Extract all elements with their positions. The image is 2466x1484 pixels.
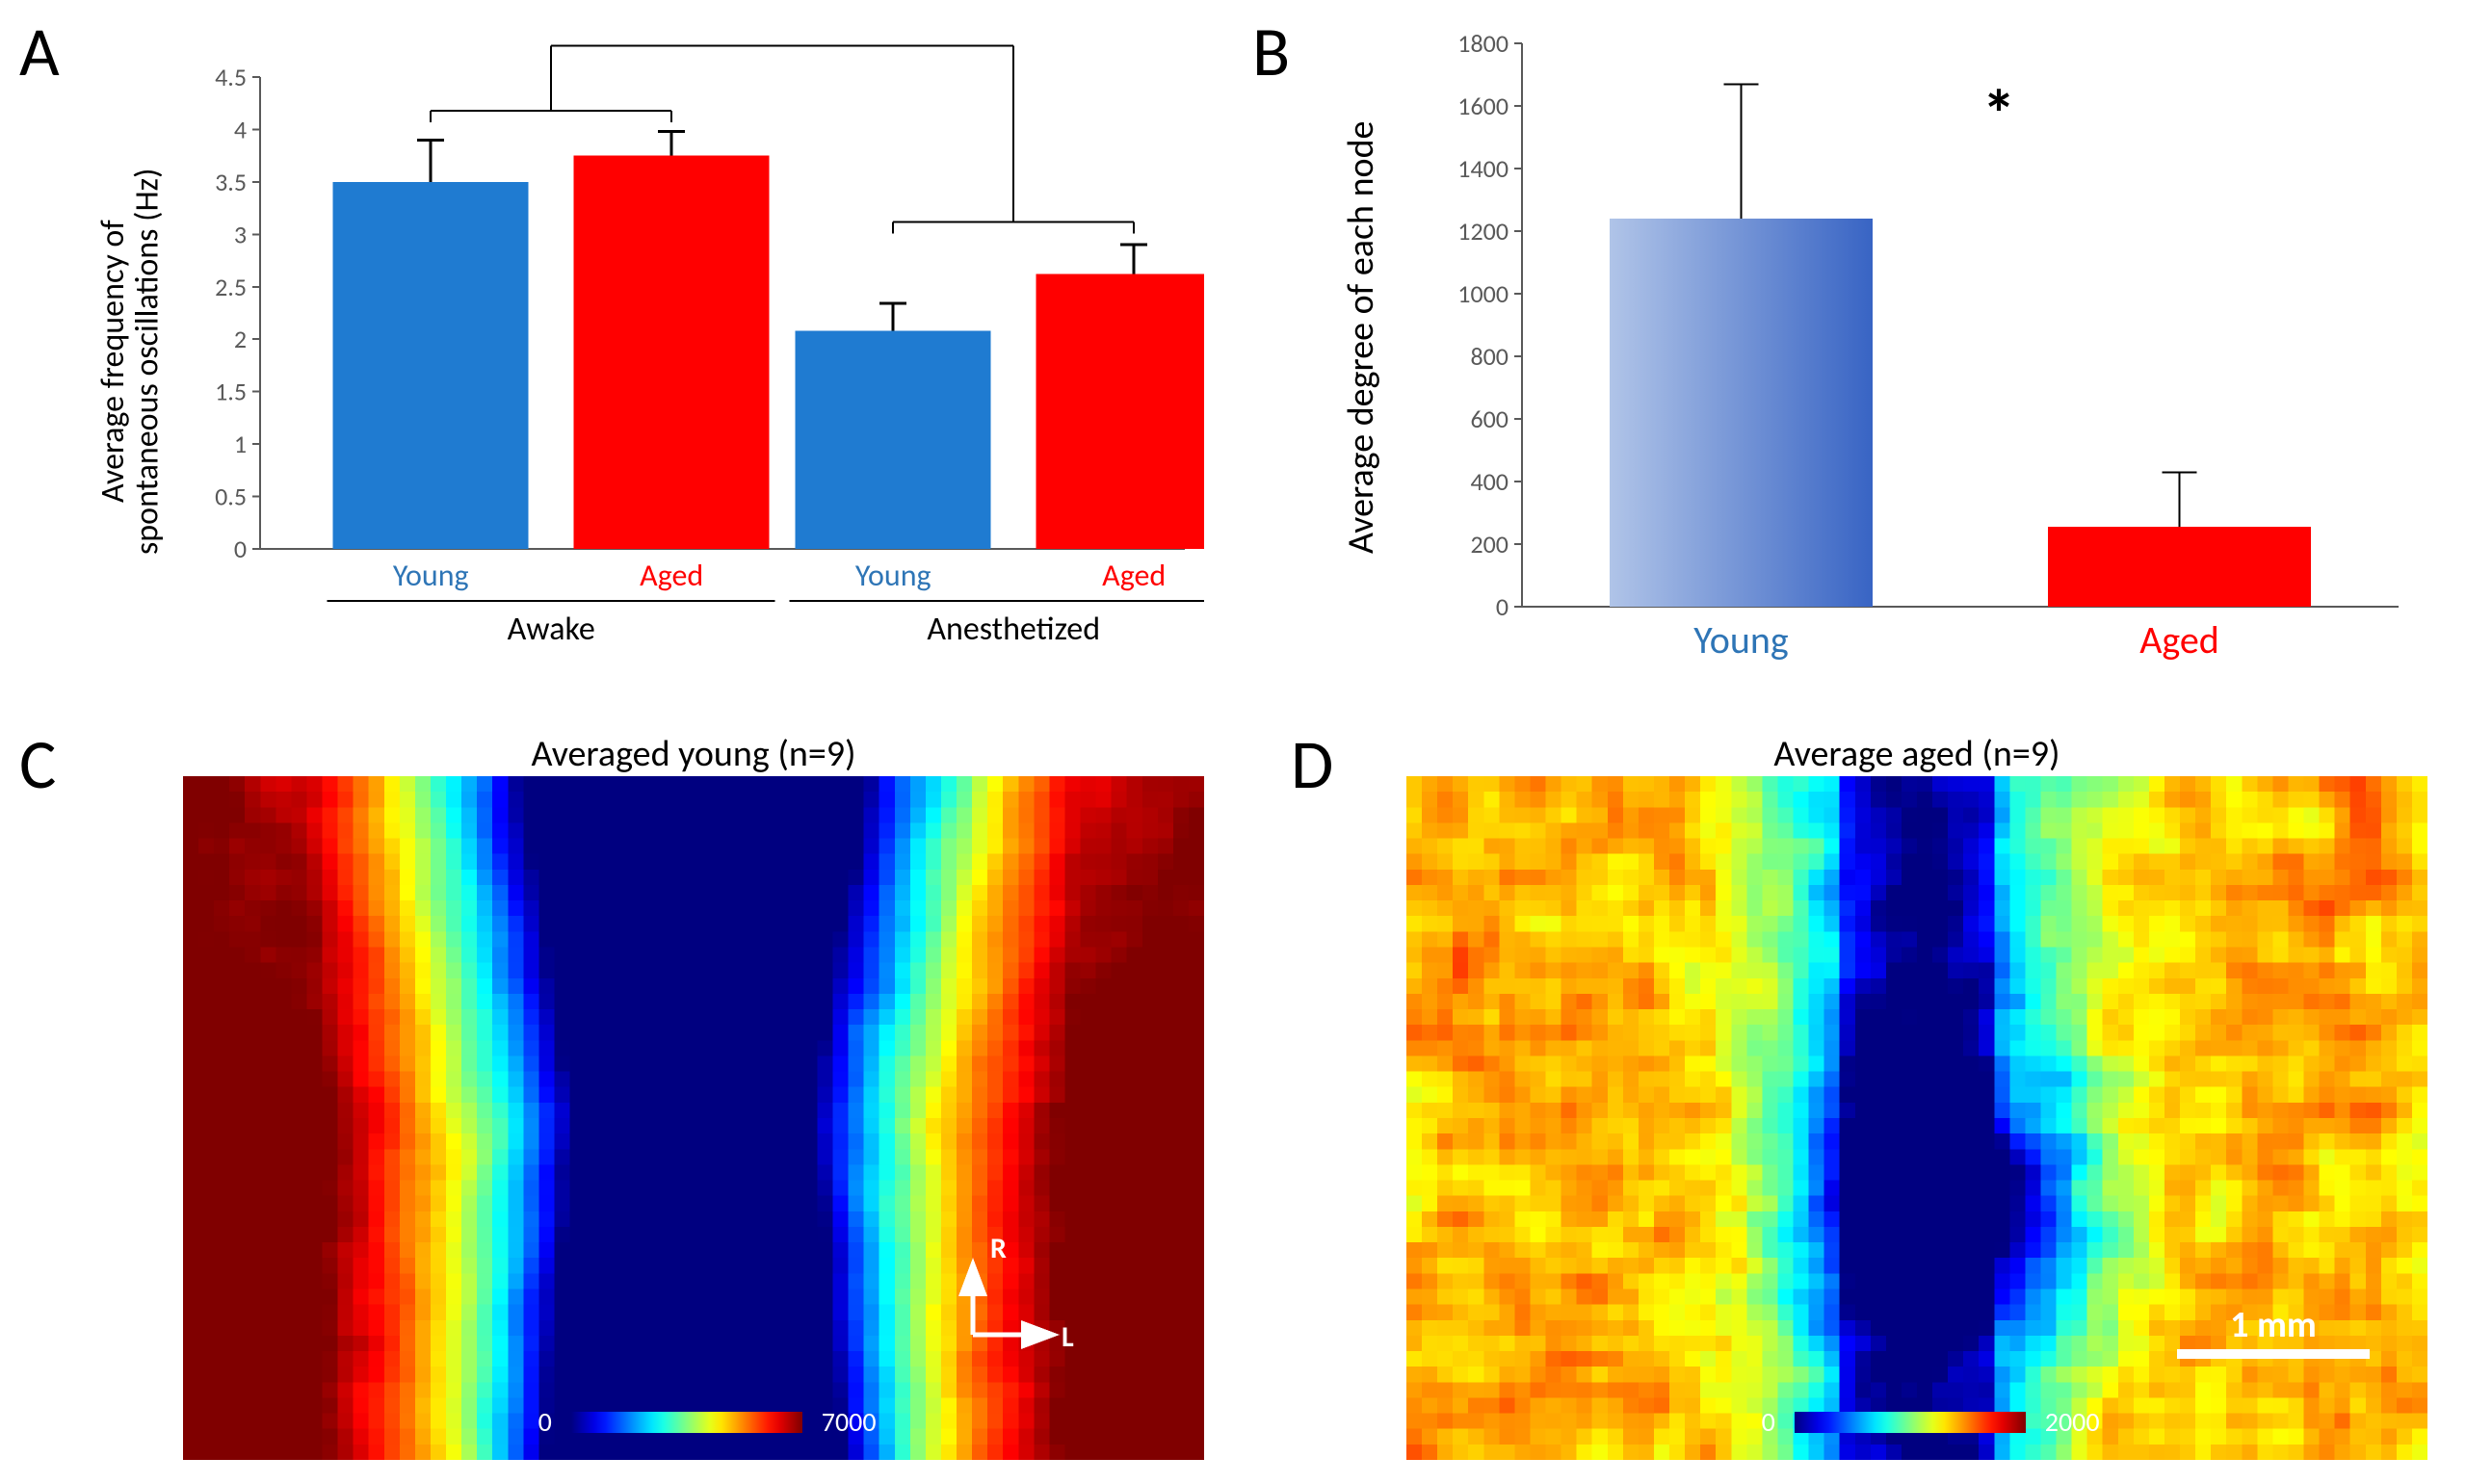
svg-text:0: 0 — [234, 534, 247, 564]
panel-d-title: Average aged (n=9) — [1406, 732, 2427, 776]
svg-text:Young: Young — [393, 557, 469, 594]
panel-c-heatmap: 0 7000 R L — [183, 776, 1204, 1460]
panel-b-yaxis-title: Average degree of each node — [1339, 87, 1383, 587]
svg-text:4: 4 — [234, 114, 247, 144]
svg-text:3.5: 3.5 — [215, 167, 247, 197]
panel-a-yaxis-title-text: Average frequency ofspontaneous oscillat… — [93, 168, 168, 554]
panel-b-chart: Average degree of each node 020040060080… — [1349, 19, 2427, 693]
panel-label-b: B — [1252, 10, 1290, 94]
colorbar — [1795, 1412, 2026, 1433]
panel-a-chart: Average frequency ofspontaneous oscillat… — [106, 29, 1194, 703]
svg-text:Aged: Aged — [2139, 616, 2219, 664]
panel-a-svg: 0 0.5 1 1.5 2 2.5 3 3.5 4 4.5 Young Aged Young Aged Aw… — [193, 29, 1204, 703]
svg-text:0.5: 0.5 — [215, 482, 247, 512]
panel-c-title: Averaged young (n=9) — [183, 732, 1204, 776]
panel-label-d: D — [1291, 722, 1333, 807]
svg-text:1.5: 1.5 — [215, 377, 247, 407]
svg-text:7000: 7000 — [822, 1405, 877, 1439]
svg-text:1400: 1400 — [1457, 153, 1508, 184]
svg-text:400: 400 — [1470, 466, 1508, 497]
svg-text:1000: 1000 — [1457, 278, 1508, 309]
svg-text:1: 1 — [234, 429, 247, 459]
svg-text:800: 800 — [1470, 341, 1508, 372]
svg-text:0: 0 — [538, 1405, 552, 1439]
svg-text:1600: 1600 — [1457, 91, 1508, 121]
svg-text:Aged: Aged — [1102, 557, 1166, 594]
svg-text:1800: 1800 — [1457, 28, 1508, 59]
svg-text:600: 600 — [1470, 404, 1508, 434]
svg-text:2.5: 2.5 — [215, 272, 247, 302]
svg-text:R: R — [990, 1231, 1007, 1266]
svg-text:Aged: Aged — [640, 557, 703, 594]
panel-c-wrap: Averaged young (n=9) 0 7000 R L — [183, 732, 1204, 1464]
svg-text:1200: 1200 — [1457, 216, 1508, 247]
svg-text:0: 0 — [1496, 591, 1508, 622]
panel-b-yaxis-title-text: Average degree of each node — [1339, 120, 1383, 553]
svg-text:4.5: 4.5 — [215, 62, 247, 92]
panel-b-svg: 0 200 400 600 800 1000 1200 1400 1600 1800 Young Ag… — [1426, 19, 2427, 693]
colorbar — [571, 1412, 802, 1433]
panel-label-c: C — [19, 722, 56, 807]
svg-text:Awake: Awake — [508, 610, 595, 649]
panel-d-heatmap: 020001 mm — [1406, 776, 2427, 1460]
svg-text:2: 2 — [234, 324, 247, 354]
svg-text:Young: Young — [1693, 616, 1789, 664]
svg-text:L: L — [1062, 1319, 1074, 1355]
svg-text:200: 200 — [1470, 529, 1508, 560]
panel-d-wrap: Average aged (n=9) 020001 mm — [1406, 732, 2427, 1464]
panel-label-a: A — [19, 10, 60, 94]
svg-text:3: 3 — [234, 219, 247, 249]
svg-text:Young: Young — [855, 557, 931, 594]
svg-text:Anesthetized: Anesthetized — [927, 610, 1100, 649]
svg-text:*: * — [768, 29, 797, 54]
panel-a-yaxis-title: Average frequency ofspontaneous oscillat… — [96, 144, 165, 578]
svg-text:*: * — [1982, 73, 2016, 156]
